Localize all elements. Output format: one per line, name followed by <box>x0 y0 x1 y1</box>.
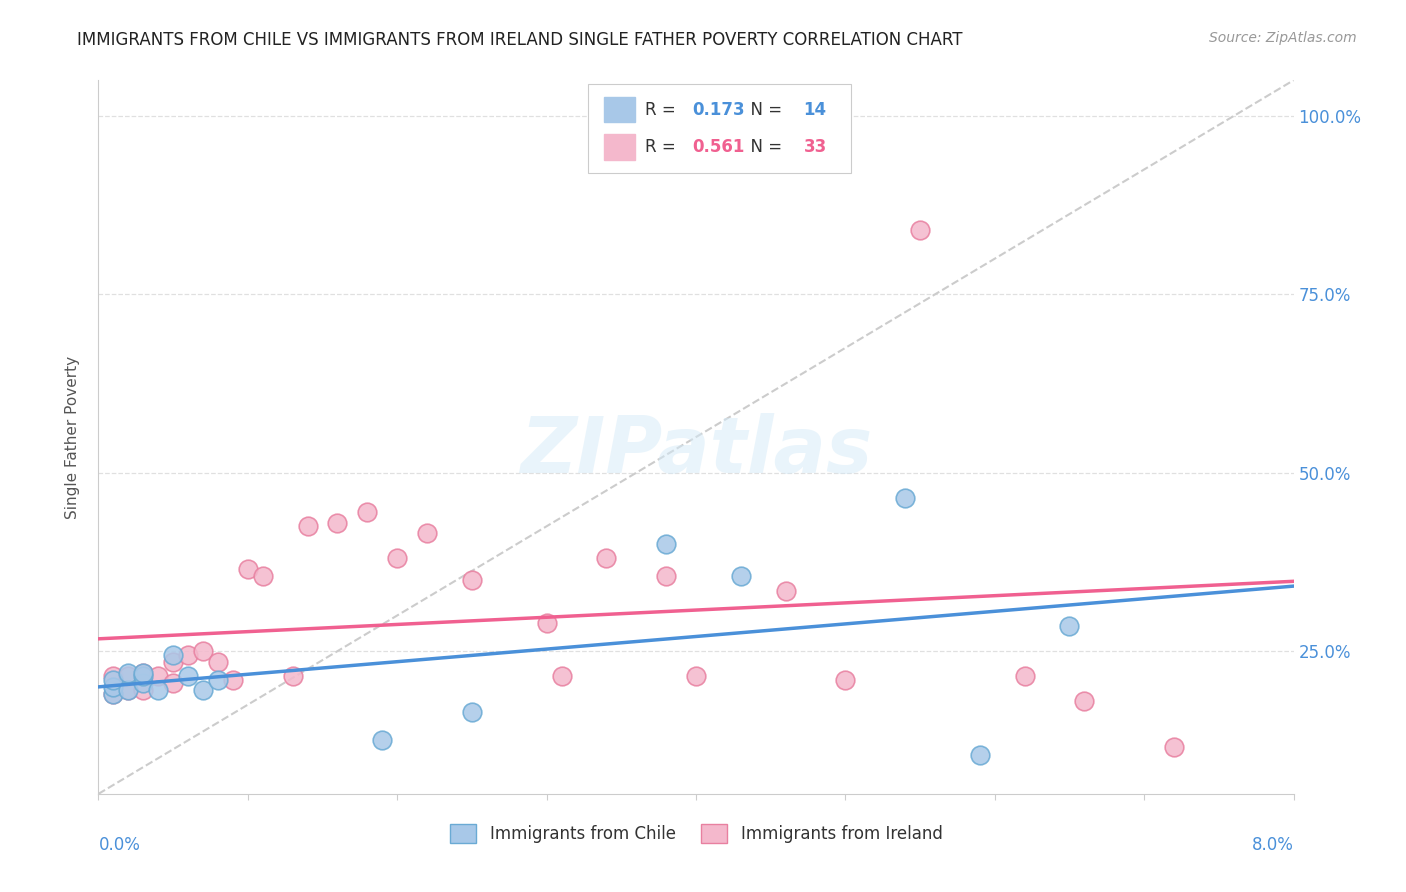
Point <box>834 673 856 687</box>
Point <box>236 562 259 576</box>
Point <box>730 569 752 583</box>
FancyBboxPatch shape <box>589 84 852 173</box>
Point <box>177 648 200 662</box>
Text: N =: N = <box>740 101 787 119</box>
Point <box>385 551 409 566</box>
Point <box>222 673 245 687</box>
Text: 33: 33 <box>804 138 827 156</box>
Point <box>908 223 931 237</box>
Point <box>655 537 678 551</box>
Point <box>117 669 139 683</box>
Point <box>550 669 572 683</box>
Text: N =: N = <box>740 138 787 156</box>
Text: R =: R = <box>644 138 681 156</box>
Point <box>281 669 304 683</box>
Point <box>103 687 125 701</box>
Point <box>655 569 678 583</box>
Point <box>297 519 319 533</box>
Point <box>132 669 155 683</box>
Point <box>252 569 274 583</box>
Text: 0.0%: 0.0% <box>98 836 141 854</box>
Point <box>536 615 558 630</box>
Point <box>969 747 991 762</box>
Point <box>685 669 707 683</box>
Point <box>461 705 484 719</box>
Point <box>162 676 184 690</box>
Point <box>103 669 125 683</box>
Point <box>117 665 139 680</box>
Point <box>191 683 214 698</box>
Point <box>103 673 125 687</box>
Point <box>1014 669 1036 683</box>
Point <box>461 573 484 587</box>
Point <box>775 583 797 598</box>
Legend: Immigrants from Chile, Immigrants from Ireland: Immigrants from Chile, Immigrants from I… <box>443 818 949 850</box>
Text: Source: ZipAtlas.com: Source: ZipAtlas.com <box>1209 31 1357 45</box>
Point <box>326 516 349 530</box>
Text: R =: R = <box>644 101 681 119</box>
Point <box>191 644 214 658</box>
Point <box>1059 619 1081 633</box>
Point <box>103 687 125 701</box>
Point <box>132 676 155 690</box>
Point <box>162 648 184 662</box>
Point <box>595 551 617 566</box>
Point <box>162 655 184 669</box>
FancyBboxPatch shape <box>605 135 636 161</box>
Text: 14: 14 <box>804 101 827 119</box>
Text: 0.173: 0.173 <box>692 101 745 119</box>
Point <box>132 665 155 680</box>
Text: 8.0%: 8.0% <box>1251 836 1294 854</box>
Point <box>132 665 155 680</box>
Text: ZIPatlas: ZIPatlas <box>520 413 872 490</box>
Point <box>148 669 170 683</box>
Point <box>207 655 229 669</box>
Text: IMMIGRANTS FROM CHILE VS IMMIGRANTS FROM IRELAND SINGLE FATHER POVERTY CORRELATI: IMMIGRANTS FROM CHILE VS IMMIGRANTS FROM… <box>77 31 963 49</box>
Point <box>416 526 439 541</box>
Text: 0.561: 0.561 <box>692 138 745 156</box>
Y-axis label: Single Father Poverty: Single Father Poverty <box>65 356 80 518</box>
Point <box>148 683 170 698</box>
Point <box>132 683 155 698</box>
Point <box>177 669 200 683</box>
Point <box>894 491 917 505</box>
Point <box>207 673 229 687</box>
Point <box>103 680 125 694</box>
Point <box>1163 740 1185 755</box>
FancyBboxPatch shape <box>605 96 636 122</box>
Point <box>371 733 394 747</box>
Point <box>117 683 139 698</box>
Point <box>356 505 378 519</box>
Point <box>1073 694 1095 708</box>
Point <box>117 683 139 698</box>
